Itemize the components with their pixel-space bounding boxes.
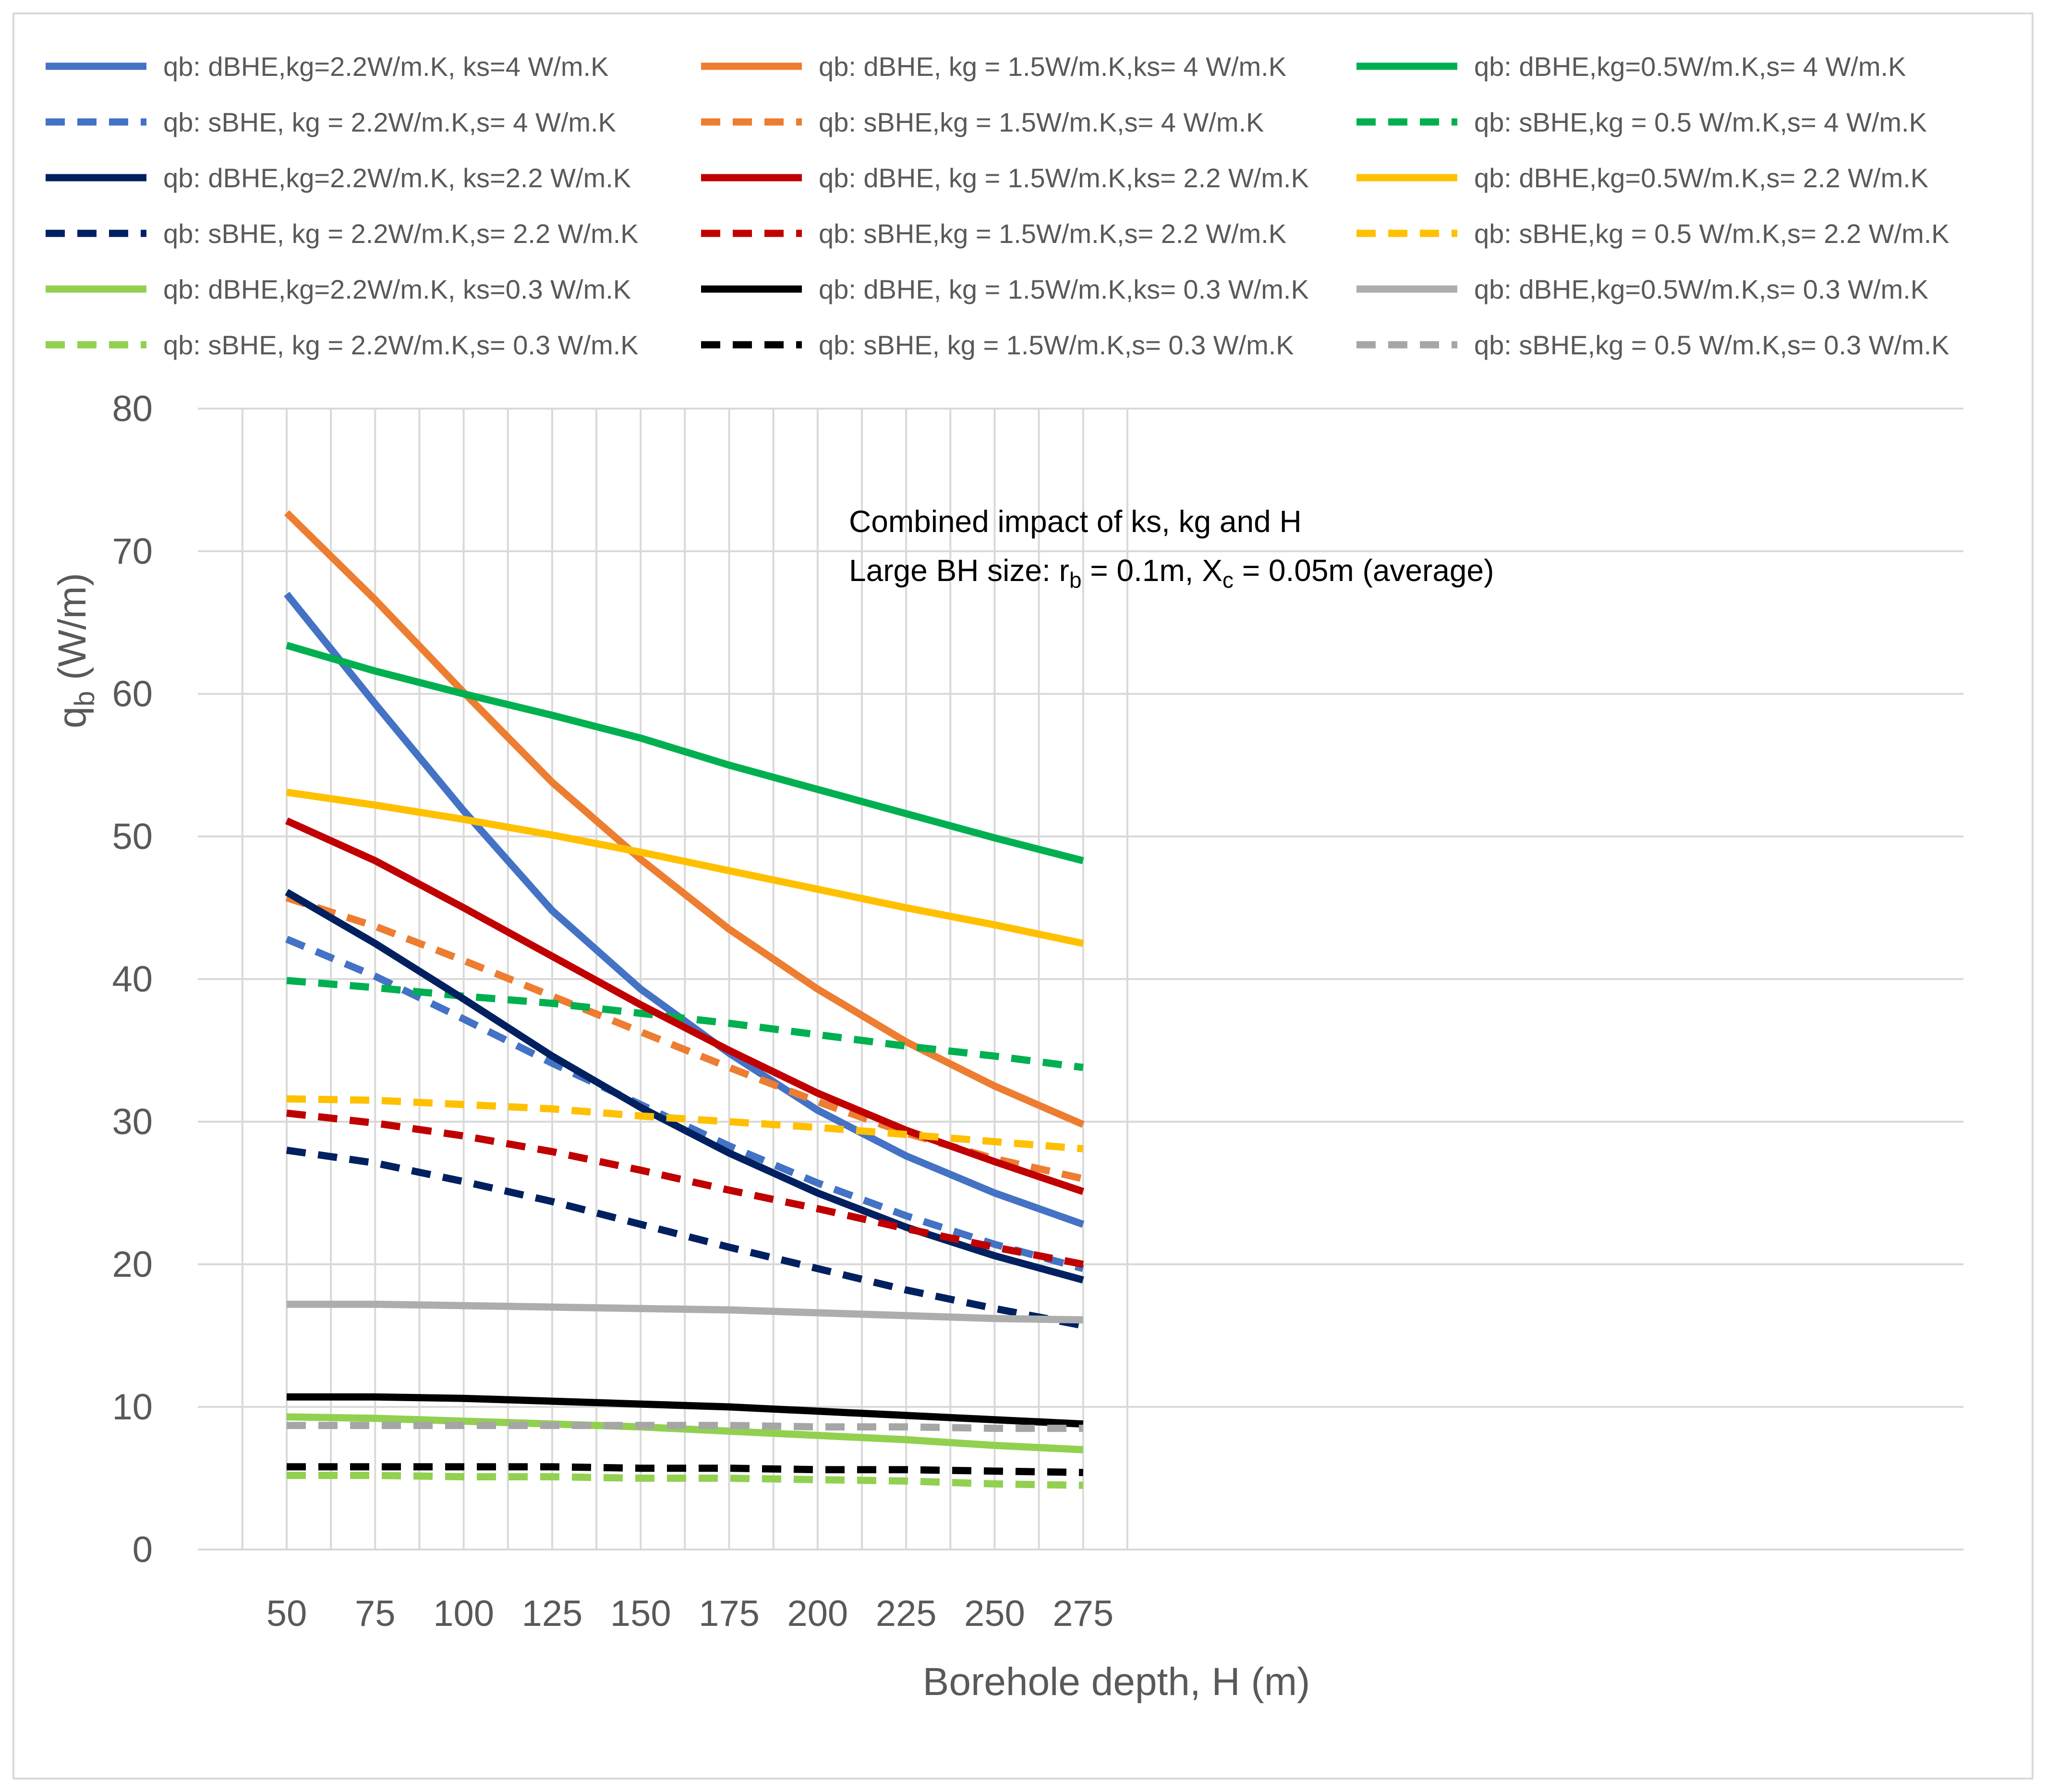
- legend-item-6: qb: sBHE,kg = 0.5 W/m.K,s= 4 W/m.K: [1356, 107, 1927, 137]
- legend-item-9: qb: dBHE,kg=0.5W/m.K,s= 2.2 W/m.K: [1356, 163, 1928, 193]
- legend: qb: dBHE,kg=2.2W/m.K, ks=4 W/m.K qb: dBHE…: [46, 51, 1949, 360]
- y-axis-title-main: q: [50, 706, 94, 728]
- y-tick-label: 20: [112, 1244, 153, 1285]
- series-line-11: [286, 1109, 1084, 1268]
- y-axis-ticks: 0 10 20 30 40 50 60 70 80: [112, 388, 153, 1570]
- legend-item-17: qb: sBHE, kg = 1.5W/m.K,s= 0.3 W/m.K: [701, 330, 1294, 360]
- y-tick-label: 70: [112, 531, 153, 572]
- x-tick-label: 50: [266, 1593, 307, 1634]
- gridlines: [198, 408, 1963, 1550]
- x-tick-label: 100: [433, 1593, 494, 1634]
- legend-label: qb: dBHE,kg=0.5W/m.K,s= 4 W/m.K: [1474, 51, 1906, 82]
- series-line-4: [285, 935, 1084, 1272]
- series-line-1: [284, 592, 1085, 1228]
- series-line-8: [285, 817, 1085, 1195]
- legend-label: qb: dBHE,kg=0.5W/m.K,s= 0.3 W/m.K: [1474, 274, 1928, 304]
- legend-item-16: qb: sBHE, kg = 2.2W/m.K,s= 0.3 W/m.K: [46, 330, 639, 360]
- y-tick-label: 40: [112, 959, 153, 1000]
- legend-label: qb: dBHE,kg=2.2W/m.K, ks=0.3 W/m.K: [163, 274, 631, 304]
- legend-item-3: qb: dBHE,kg=0.5W/m.K,s= 4 W/m.K: [1356, 51, 1906, 82]
- y-axis-title-unit: (W/m): [50, 573, 94, 691]
- legend-label: qb: sBHE, kg = 2.2W/m.K,s= 0.3 W/m.K: [163, 330, 639, 360]
- series-line-15: [287, 1300, 1083, 1324]
- legend-label: qb: dBHE, kg = 1.5W/m.K,ks= 0.3 W/m.K: [819, 274, 1309, 304]
- y-tick-label: 80: [112, 388, 153, 429]
- annotation-line-1: Combined impact of ks, kg and H: [849, 504, 1302, 539]
- y-axis-title: qb (W/m): [50, 573, 100, 728]
- y-tick-label: 0: [133, 1529, 153, 1570]
- legend-item-15: qb: dBHE,kg=0.5W/m.K,s= 0.3 W/m.K: [1356, 274, 1928, 304]
- legend-item-10: qb: sBHE, kg = 2.2W/m.K,s= 2.2 W/m.K: [46, 218, 639, 249]
- legend-label: qb: dBHE,kg=2.2W/m.K, ks=2.2 W/m.K: [163, 163, 631, 193]
- x-tick-label: 150: [610, 1593, 671, 1634]
- x-tick-label: 175: [699, 1593, 760, 1634]
- series-line-2: [284, 510, 1085, 1128]
- x-tick-label: 250: [964, 1593, 1025, 1634]
- annotation-line-2: Large BH size: rb = 0.1m, Xc = 0.05m (av…: [849, 553, 1494, 593]
- series-line-12: [286, 1095, 1084, 1152]
- y-axis-title-sub: b: [69, 691, 100, 706]
- y-tick-label: 50: [112, 816, 153, 857]
- series-line-3: [285, 642, 1084, 864]
- series-line-16: [287, 1472, 1083, 1489]
- x-axis-title: Borehole depth, H (m): [923, 1660, 1310, 1704]
- legend-item-7: qb: dBHE,kg=2.2W/m.K, ks=2.2 W/m.K: [46, 163, 631, 193]
- series-line-17: [287, 1463, 1083, 1477]
- legend-item-5: qb: sBHE,kg = 1.5W/m.K,s= 4 W/m.K: [701, 107, 1264, 137]
- chart-border: [12, 12, 2034, 1780]
- legend-label: qb: dBHE,kg=0.5W/m.K,s= 2.2 W/m.K: [1474, 163, 1928, 193]
- y-tick-label: 10: [112, 1387, 153, 1428]
- legend-label: qb: dBHE, kg = 1.5W/m.K,ks= 2.2 W/m.K: [819, 163, 1309, 193]
- legend-item-1: qb: dBHE,kg=2.2W/m.K, ks=4 W/m.K: [46, 51, 608, 82]
- series-lines: [284, 510, 1085, 1489]
- legend-item-8: qb: dBHE, kg = 1.5W/m.K,ks= 2.2 W/m.K: [701, 163, 1309, 193]
- x-tick-label: 275: [1053, 1593, 1114, 1634]
- x-tick-label: 225: [876, 1593, 937, 1634]
- legend-label: qb: dBHE, kg = 1.5W/m.K,ks= 4 W/m.K: [819, 51, 1286, 82]
- legend-item-18: qb: sBHE,kg = 0.5 W/m.K,s= 0.3 W/m.K: [1356, 330, 1949, 360]
- legend-label: qb: sBHE,kg = 0.5 W/m.K,s= 0.3 W/m.K: [1474, 330, 1949, 360]
- legend-label: qb: dBHE,kg=2.2W/m.K, ks=4 W/m.K: [163, 51, 608, 82]
- x-axis-ticks: 50 75 100 125 150 175 200 225 250 275: [266, 1593, 1114, 1634]
- legend-item-2: qb: dBHE, kg = 1.5W/m.K,ks= 4 W/m.K: [701, 51, 1286, 82]
- legend-label: qb: sBHE,kg = 0.5 W/m.K,s= 4 W/m.K: [1474, 107, 1927, 137]
- legend-item-12: qb: sBHE,kg = 0.5 W/m.K,s= 2.2 W/m.K: [1356, 218, 1949, 249]
- legend-item-4: qb: sBHE, kg = 2.2W/m.K,s= 4 W/m.K: [46, 107, 616, 137]
- legend-label: qb: sBHE,kg = 0.5 W/m.K,s= 2.2 W/m.K: [1474, 218, 1949, 249]
- x-tick-label: 200: [787, 1593, 848, 1634]
- legend-label: qb: sBHE,kg = 1.5W/m.K,s= 2.2 W/m.K: [819, 218, 1286, 249]
- legend-label: qb: sBHE, kg = 1.5W/m.K,s= 0.3 W/m.K: [819, 330, 1294, 360]
- y-tick-label: 30: [112, 1102, 153, 1142]
- legend-label: qb: sBHE, kg = 2.2W/m.K,s= 4 W/m.K: [163, 107, 616, 137]
- series-line-6: [286, 977, 1084, 1071]
- legend-item-13: qb: dBHE,kg=2.2W/m.K, ks=0.3 W/m.K: [46, 274, 631, 304]
- legend-label: qb: sBHE, kg = 2.2W/m.K,s= 2.2 W/m.K: [163, 218, 639, 249]
- legend-label: qb: sBHE,kg = 1.5W/m.K,s= 4 W/m.K: [819, 107, 1264, 137]
- series-line-18: [287, 1422, 1083, 1432]
- x-tick-label: 125: [521, 1593, 582, 1634]
- series-line-10: [286, 1146, 1084, 1330]
- x-tick-label: 75: [355, 1593, 396, 1634]
- series-line-9: [286, 788, 1084, 947]
- y-tick-label: 60: [112, 674, 153, 714]
- legend-item-14: qb: dBHE, kg = 1.5W/m.K,ks= 0.3 W/m.K: [701, 274, 1309, 304]
- series-line-14: [287, 1393, 1084, 1428]
- legend-item-11: qb: sBHE,kg = 1.5W/m.K,s= 2.2 W/m.K: [701, 218, 1286, 249]
